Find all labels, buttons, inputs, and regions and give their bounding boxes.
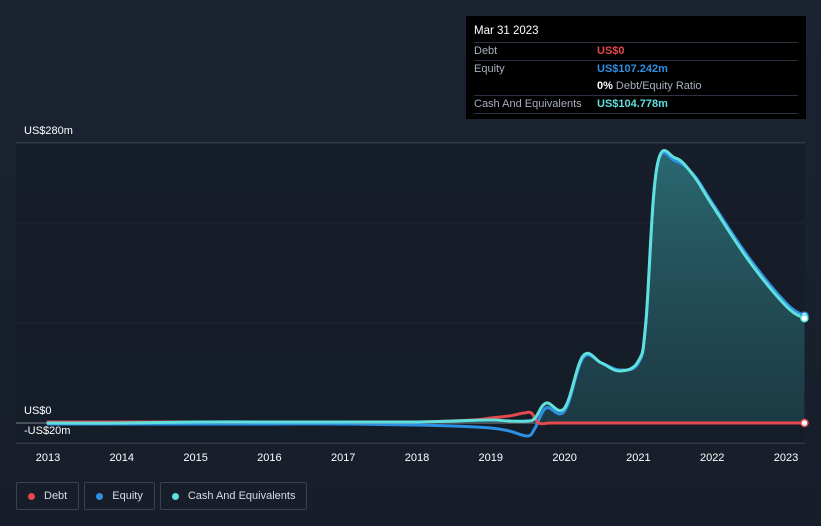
tooltip-ratio-pct: 0% (597, 80, 613, 92)
end-marker-cash (800, 313, 809, 323)
legend-item-cash[interactable]: Cash And Equivalents (159, 482, 308, 510)
legend-label-equity: Equity (112, 490, 143, 502)
tooltip-date: Mar 31 2023 (474, 25, 539, 37)
x-axis-ticks: 2013 2014 2015 2016 2017 2018 2019 2020 2021 2022… (36, 452, 798, 464)
tooltip-debt-label: Debt (474, 45, 498, 57)
x-tick-label: 2018 (405, 452, 429, 464)
cash-dot-icon (171, 492, 179, 500)
end-marker-debt (800, 418, 809, 428)
legend-item-equity[interactable]: Equity (84, 482, 155, 510)
tooltip-ratio-row: 0% Debt/Equity Ratio (474, 78, 798, 95)
tooltip-debt-value: US$0 (597, 45, 625, 57)
legend-item-debt[interactable]: Debt (16, 482, 80, 510)
legend: Debt Equity Cash And Equivalents (16, 482, 308, 510)
tooltip-cash-row: Cash And Equivalents US$104.778m (474, 95, 798, 114)
y-label-bottom: -US$20m (24, 425, 71, 437)
x-tick-label: 2021 (626, 452, 650, 464)
y-label-top: US$280m (24, 125, 73, 137)
end-markers (800, 311, 809, 428)
legend-label-debt: Debt (44, 490, 68, 502)
debt-dot-icon (28, 492, 35, 500)
cash-area (48, 150, 805, 424)
x-tick-label: 2014 (110, 452, 134, 464)
x-tick-label: 2017 (331, 452, 355, 464)
x-tick-label: 2019 (479, 452, 503, 464)
tooltip-cash-value: US$104.778m (597, 98, 668, 110)
tooltip-cash-label: Cash And Equivalents (474, 98, 582, 110)
y-label-zero: US$0 (24, 405, 52, 417)
series-lines (46, 149, 806, 438)
x-tick-label: 2022 (700, 452, 724, 464)
tooltip-ratio-text: Debt/Equity Ratio (615, 80, 702, 92)
cash-area-fill (48, 150, 805, 424)
tooltip-equity-value: US$107.242m (597, 63, 668, 75)
x-tick-label: 2016 (257, 452, 281, 464)
tooltip-debt-row: Debt US$0 (474, 42, 798, 60)
x-tick-label: 2020 (552, 452, 576, 464)
x-tick-label: 2023 (774, 452, 798, 464)
tooltip-equity-row: Equity US$107.242m (474, 60, 798, 78)
legend-label-cash: Cash And Equivalents (187, 490, 296, 502)
equity-dot-icon (96, 492, 104, 500)
x-tick-label: 2013 (36, 452, 60, 464)
tooltip-equity-label: Equity (474, 63, 505, 75)
tooltip-panel: Mar 31 2023 Debt US$0 Equity US$107.242m… (466, 16, 806, 119)
series-line-cash (46, 149, 806, 425)
x-tick-label: 2015 (183, 452, 207, 464)
